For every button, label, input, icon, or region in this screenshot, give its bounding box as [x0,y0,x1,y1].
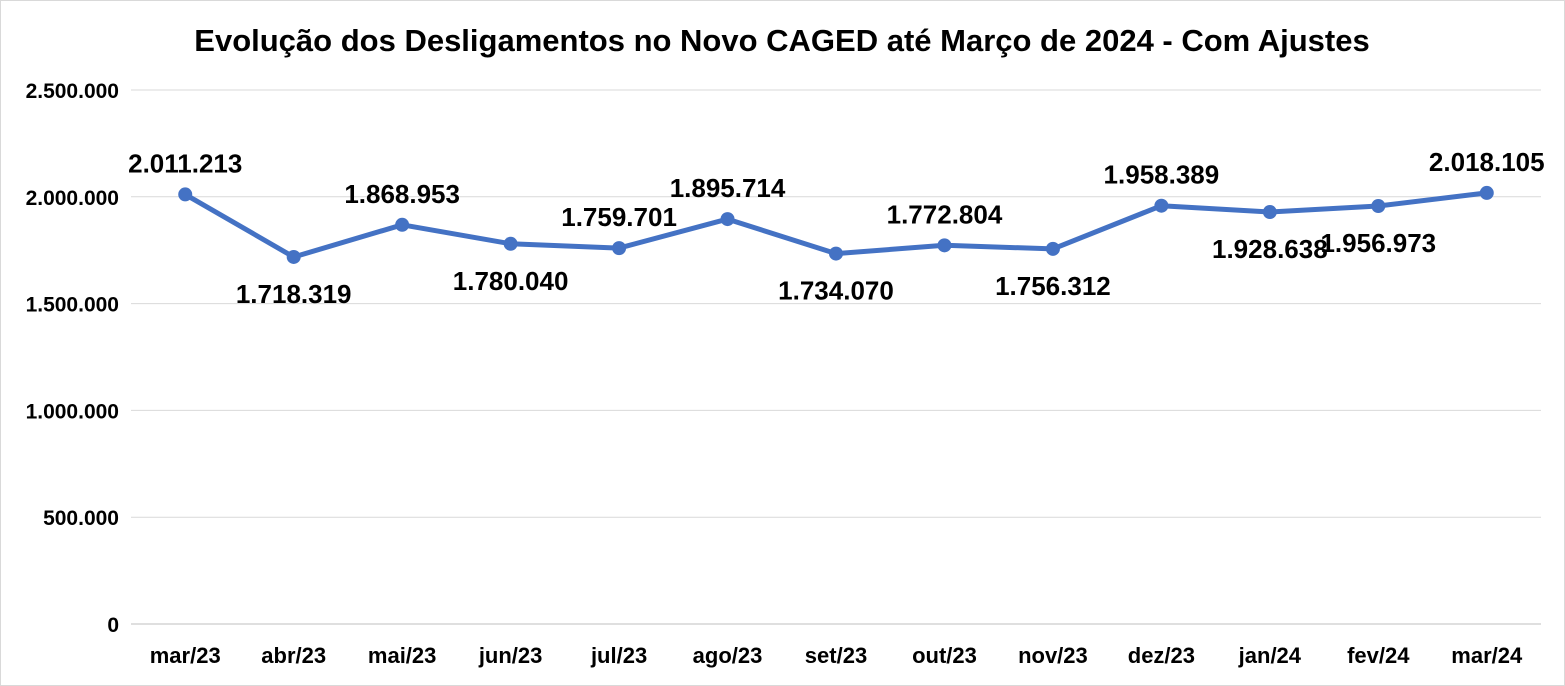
x-tick-label: jun/23 [478,643,543,668]
y-tick-label: 1.500.000 [26,294,119,317]
data-point-label: 1.734.070 [778,276,894,306]
data-point-marker [612,241,627,256]
data-point-marker [1479,185,1494,200]
x-tick-label: mar/24 [1451,643,1523,668]
x-axis-tick-labels: mar/23 abr/23 mai/23 jun/23 jul/23 ago/23 set/… [150,643,1523,668]
y-tick-label: 500.000 [43,507,119,530]
x-tick-label: jan/24 [1238,643,1302,668]
data-point-marker [286,249,301,264]
data-point-label: 1.718.319 [236,279,352,309]
gridlines-group [131,89,1541,625]
data-point-label: 1.756.312 [995,271,1111,301]
data-point-marker [1154,198,1169,213]
y-axis-tick-labels: 0 500.000 1.000.000 1.500.000 2.000.000 2.500… [26,80,119,637]
data-labels-group: 2.011.213 1.718.319 1.868.953 1.780.040 1.75… [128,147,1544,309]
data-point-label: 1.928.638 [1212,234,1328,264]
y-tick-label: 2.500.000 [26,80,119,103]
x-tick-label: ago/23 [693,643,763,668]
data-point-label: 2.011.213 [128,148,242,178]
chart-title: Evolução dos Desligamentos no Novo CAGED… [194,23,1369,58]
data-point-label: 1.759.701 [561,202,677,232]
y-tick-label: 1.000.000 [26,400,119,423]
data-point-marker [1045,241,1060,256]
data-point-label: 1.958.389 [1104,160,1220,190]
data-point-label: 1.780.040 [453,266,569,296]
x-tick-label: abr/23 [261,643,326,668]
x-tick-label: mai/23 [368,643,437,668]
x-tick-label: dez/23 [1128,643,1195,668]
data-point-marker [395,217,410,232]
y-tick-label: 0 [107,614,119,637]
data-point-marker [503,236,518,251]
data-point-marker [720,212,735,227]
data-point-label: 2.018.105 [1429,147,1545,177]
x-tick-label: fev/24 [1347,643,1410,668]
x-tick-label: out/23 [912,643,977,668]
data-point-marker [829,246,843,261]
x-tick-label: set/23 [805,643,867,668]
data-point-marker [178,187,193,202]
data-point-marker [1262,205,1277,220]
x-tick-label: jul/23 [590,643,647,668]
data-point-label: 1.772.804 [887,199,1003,229]
data-point-label: 1.895.714 [670,173,786,203]
x-tick-label: nov/23 [1018,643,1088,668]
data-point-marker [937,238,952,253]
data-point-label: 1.868.953 [344,179,460,209]
x-tick-label: mar/23 [150,643,221,668]
data-point-marker [1371,198,1386,213]
data-point-label: 1.956.973 [1320,228,1436,258]
y-tick-label: 2.000.000 [26,187,119,210]
series-group [178,185,1494,264]
